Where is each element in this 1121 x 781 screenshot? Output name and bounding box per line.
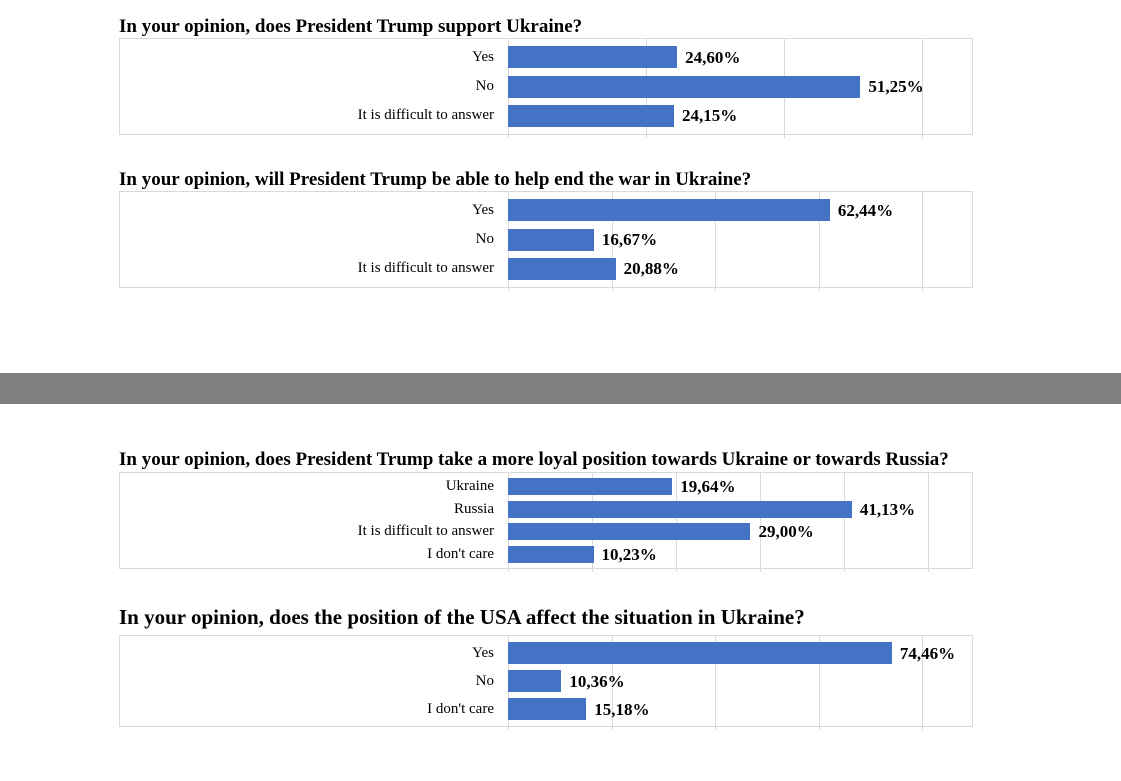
chart-section-trump-support: In your opinion, does President Trump su… [119,0,1121,138]
category-label: It is difficult to answer [357,523,494,540]
data-label: 15,18% [594,699,650,719]
bar-row: No 16,67% [120,228,972,251]
bar-row: I don't care 10,23% [120,544,972,564]
bar [508,670,562,692]
vertical-gridline [715,192,717,291]
bar [508,199,830,222]
vertical-gridline [818,636,820,730]
plot-area: 16,67% [508,228,972,251]
category-label: It is difficult to answer [357,260,494,277]
data-label: 24,60% [685,47,741,67]
bar [508,545,594,563]
bar-row: It is difficult to answer 29,00% [120,522,972,542]
category-label: No [475,672,494,689]
vertical-gridline [922,39,924,138]
plot-area: 10,23% [508,544,972,564]
plot-area: 24,15% [508,104,972,127]
bar-row: No 51,25% [120,75,972,98]
chart-title-loyal-position: In your opinion, does President Trump ta… [119,449,949,470]
data-label: 51,25% [868,77,924,96]
chart-section-loyal-position: In your opinion, does President Trump ta… [119,448,1121,572]
bar-chart-end-war: Yes 62,44% No 16,67% It is difficult to answ… [119,191,973,291]
category-label: It is difficult to answer [357,107,494,124]
bottom-whitespace [0,727,1121,756]
vertical-gridline [715,636,717,730]
vertical-gridline [843,473,845,572]
data-label: 41,13% [859,499,916,519]
data-label: 20,88% [623,259,679,279]
bar [508,642,892,664]
bar [508,478,673,496]
data-label: 24,15% [682,106,738,126]
plot-area: 51,25% [508,75,972,98]
category-label: Russia [453,500,494,517]
data-label: 10,23% [601,544,657,564]
bar [508,46,678,69]
plot-area: 41,13% [508,499,972,519]
category-label: Yes [472,201,494,218]
bar [508,228,594,251]
gray-divider [0,373,1121,404]
category-label: Yes [472,48,494,65]
bar-row: Russia 41,13% [120,499,972,519]
bar [508,523,751,541]
vertical-gridline [922,636,924,730]
vertical-gridline [611,636,613,730]
bar-row: Ukraine 19,64% [120,477,972,497]
vertical-gridline [759,473,761,572]
vertical-gridline [922,192,924,291]
bar-row: No 10,36% [120,670,972,692]
data-label: 10,36% [569,671,625,691]
bar-chart-trump-support: Yes 24,60% No 51,25% It is difficult to answ… [119,38,973,138]
category-label: I don't care [427,700,494,717]
bar [508,500,852,518]
chart-title-trump-support: In your opinion, does President Trump su… [119,16,583,37]
vertical-gridline [592,473,593,572]
plot-area: 20,88% [508,257,972,280]
plot-area: 19,64% [508,477,972,497]
plot-area: 15,18% [508,698,972,720]
vertical-gridline [818,192,820,291]
category-label: Ukraine [445,478,494,495]
vertical-gridline [927,473,929,572]
chart-section-usa-position: In your opinion, does the position of th… [119,604,1121,730]
plot-area: 24,60% [508,46,972,69]
value-axis-line [508,473,509,572]
bar [508,75,861,98]
data-label: 74,46% [899,643,956,663]
data-label: 62,44% [837,200,894,220]
category-label: I don't care [427,545,494,562]
vertical-gridline [611,192,613,291]
plot-area: 74,46% [508,642,972,664]
bar-row: Yes 62,44% [120,199,972,222]
category-label: No [475,78,494,94]
data-label: 29,00% [758,522,814,542]
chart-title-usa-position: In your opinion, does the position of th… [119,605,805,629]
vertical-gridline [675,473,677,572]
data-label: 19,64% [680,477,736,497]
bar-chart-loyal-position: Ukraine 19,64% Russia 41,13% It is difficult… [119,472,973,572]
bar [508,104,675,127]
bar-row: I don't care 15,18% [120,698,972,720]
plot-area: 29,00% [508,522,972,542]
category-label: Yes [472,644,494,661]
chart-section-end-war: In your opinion, will President Trump be… [119,168,1121,291]
bar-row: Yes 74,46% [120,642,972,664]
category-label: No [475,231,494,247]
data-label: 16,67% [601,230,658,249]
bar-chart-usa-position: Yes 74,46% No 10,36% I don't care 15,18% [119,635,973,730]
bar [508,257,616,280]
bar-row: It is difficult to answer 20,88% [120,257,972,280]
bar-row: Yes 24,60% [120,46,972,69]
plot-area: 10,36% [508,670,972,692]
bar-row: It is difficult to answer 24,15% [120,104,972,127]
bar [508,698,587,720]
plot-area: 62,44% [508,199,972,222]
chart-title-end-war: In your opinion, will President Trump be… [119,169,752,190]
